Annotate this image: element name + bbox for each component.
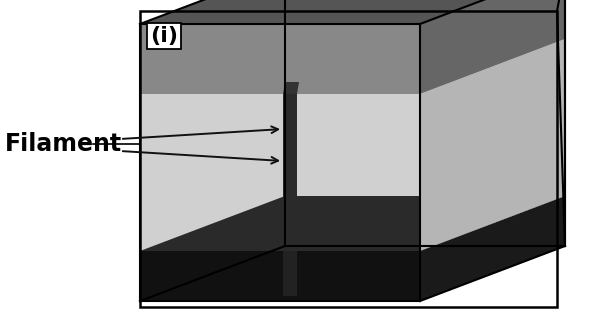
Text: (i): (i) <box>150 26 178 46</box>
Polygon shape <box>420 196 565 301</box>
Polygon shape <box>283 251 297 296</box>
Polygon shape <box>140 246 565 301</box>
Polygon shape <box>283 82 299 94</box>
Polygon shape <box>420 39 565 251</box>
Polygon shape <box>140 24 420 94</box>
Polygon shape <box>283 94 297 251</box>
Polygon shape <box>420 0 565 94</box>
Polygon shape <box>140 251 420 301</box>
Bar <box>140 11 557 307</box>
Polygon shape <box>140 94 420 251</box>
Polygon shape <box>140 196 565 251</box>
Polygon shape <box>140 0 565 24</box>
Text: Filament: Filament <box>5 132 122 156</box>
